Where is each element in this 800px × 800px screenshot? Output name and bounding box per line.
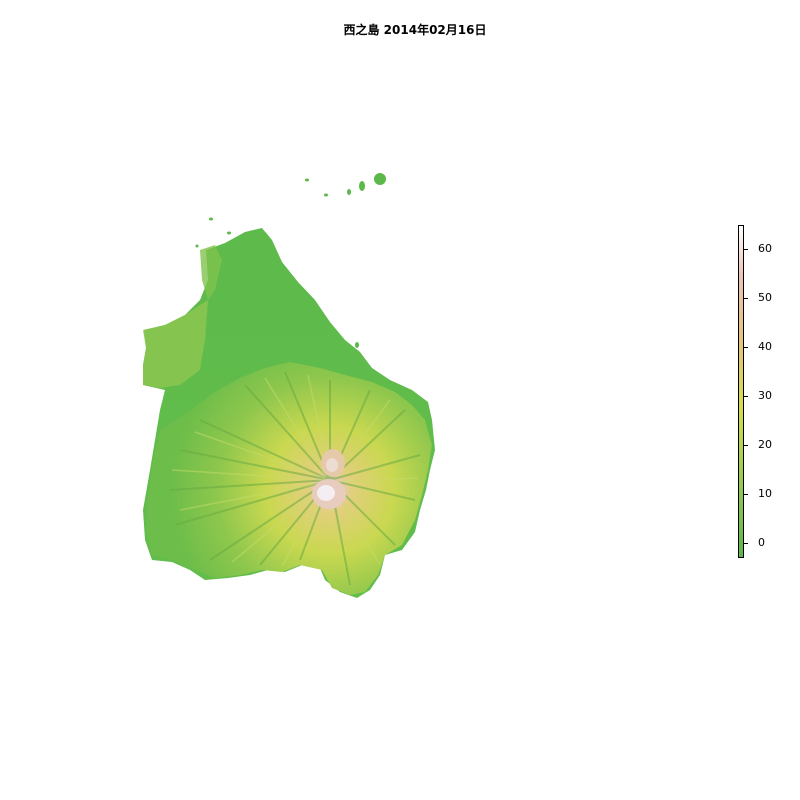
north-crater-rim — [326, 458, 338, 472]
northern-islets — [195, 173, 386, 348]
legend-tick-mark — [744, 494, 748, 496]
legend-tick-mark — [744, 298, 748, 300]
legend-tick-label: 60 — [758, 242, 772, 256]
map-title: 西之島 2014年02月16日 — [343, 23, 487, 37]
legend-tick-label: 20 — [758, 438, 772, 452]
legend-tick-mark — [744, 396, 748, 398]
legend-tick-mark — [744, 347, 748, 349]
legend-tick-mark — [744, 445, 748, 447]
elevation-color-legend — [738, 225, 744, 558]
legend-tick-label: 40 — [758, 340, 772, 354]
legend-tick-label: 10 — [758, 487, 772, 501]
legend-tick-mark — [744, 543, 748, 545]
legend-tick-mark — [744, 249, 748, 251]
western-terrace — [143, 300, 208, 388]
northwest-strip — [200, 245, 222, 300]
legend-tick-label: 0 — [758, 536, 765, 550]
south-crater-core — [317, 485, 335, 501]
legend-tick-label: 30 — [758, 389, 772, 403]
legend-tick-label: 50 — [758, 291, 772, 305]
volcanic-cone — [146, 362, 432, 595]
